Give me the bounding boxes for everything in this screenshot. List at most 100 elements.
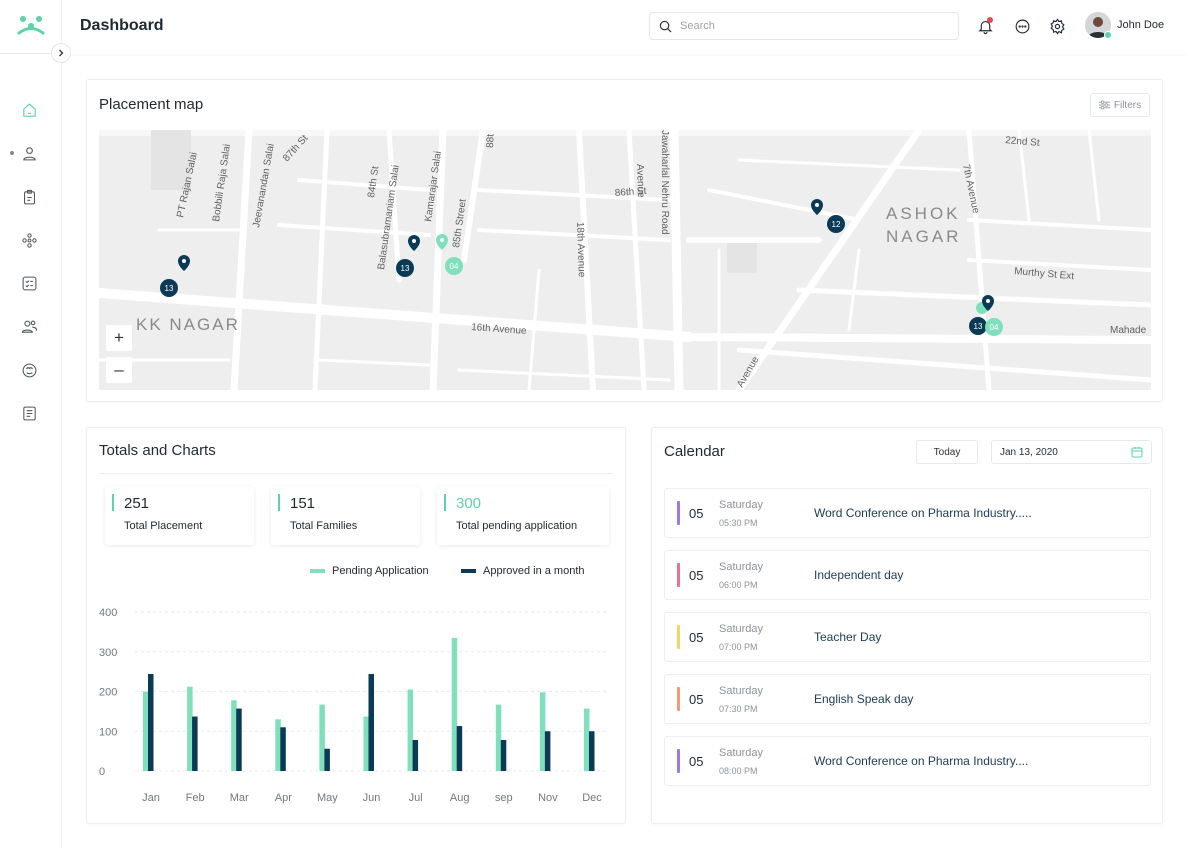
- calendar-event[interactable]: 05 Saturday 05:30 PM Word Conference on …: [664, 488, 1151, 538]
- y-tick-label: 200: [99, 687, 117, 699]
- sidebar-divider: [0, 53, 52, 54]
- marker-count: 04: [990, 323, 999, 332]
- sidebar-item-families[interactable]: [20, 317, 38, 335]
- settings-button[interactable]: [1047, 16, 1067, 36]
- event-day: 05: [689, 506, 704, 521]
- zoom-out-button[interactable]: –: [106, 357, 132, 383]
- bar-approved: [456, 726, 463, 771]
- sidebar-item-home[interactable]: [20, 101, 38, 119]
- stat-total-placement: 251 Total Placement: [105, 487, 254, 545]
- search-box[interactable]: [649, 12, 959, 40]
- map-marker[interactable]: 04: [985, 318, 1003, 336]
- today-button[interactable]: Today: [916, 440, 978, 464]
- map-marker[interactable]: 04: [436, 234, 463, 275]
- bar-pending: [407, 689, 414, 771]
- area-label-nagar: NAGAR: [886, 227, 961, 246]
- map-streets: KK NAGAR ASHOK NAGAR PT Rajan Salai Bobb…: [99, 130, 1151, 390]
- calendar-icon[interactable]: [1131, 446, 1143, 458]
- filters-label: Filters: [1113, 99, 1142, 111]
- map-marker[interactable]: 12: [811, 199, 845, 233]
- calendar-event[interactable]: 05 Saturday 07:00 PM Teacher Day: [664, 612, 1151, 662]
- event-time: 05:30 PM: [719, 518, 758, 528]
- street-label: Murthy St Ext: [1014, 266, 1075, 282]
- x-tick-label: Apr: [275, 792, 292, 804]
- app-logo[interactable]: [17, 14, 45, 38]
- document-icon: [22, 406, 36, 420]
- placement-map-card: Placement map Filters: [86, 79, 1163, 402]
- checklist-icon: [22, 276, 36, 290]
- calendar-event[interactable]: 05 Saturday 08:00 PM Word Conference on …: [664, 736, 1151, 786]
- calendar-title: Calendar: [664, 443, 725, 460]
- stat-value: 300: [456, 495, 482, 512]
- search-icon: [659, 20, 672, 33]
- online-status-dot: [1104, 31, 1112, 39]
- x-tick-label: Jul: [409, 792, 423, 804]
- event-color-stripe: [677, 625, 680, 649]
- x-tick-label: Feb: [186, 792, 205, 804]
- sidebar-item-support[interactable]: [20, 361, 38, 379]
- area-label-kk-nagar: KK NAGAR: [136, 315, 240, 334]
- chat-icon: [1015, 19, 1029, 33]
- sidebar-item-checklist[interactable]: [20, 274, 38, 292]
- bar-pending: [231, 700, 237, 771]
- bar-pending: [143, 691, 149, 771]
- messages-button[interactable]: [1012, 16, 1032, 36]
- calendar-event[interactable]: 05 Saturday 07:30 PM English Speak day: [664, 674, 1151, 724]
- event-time: 07:00 PM: [719, 642, 758, 652]
- map-marker[interactable]: 13: [969, 295, 994, 335]
- notifications-button[interactable]: [975, 16, 995, 36]
- x-tick-label: Jan: [142, 792, 160, 804]
- page-title: Dashboard: [80, 17, 164, 34]
- search-input[interactable]: [680, 18, 940, 34]
- x-tick-label: Dec: [582, 792, 602, 804]
- event-weekday: Saturday: [719, 685, 764, 697]
- date-picker[interactable]: Jan 13, 2020: [991, 440, 1152, 464]
- event-day: 05: [689, 630, 704, 645]
- bar-pending: [495, 704, 502, 771]
- bar-approved: [148, 674, 154, 771]
- legend-swatch: [310, 569, 325, 573]
- street-label: Jawaharlal Nehru Road: [659, 130, 670, 235]
- marker-count: 04: [450, 262, 459, 271]
- event-time: 06:00 PM: [719, 580, 758, 590]
- avatar[interactable]: [1085, 12, 1111, 38]
- event-color-stripe: [677, 749, 680, 773]
- event-title: Word Conference on Pharma Industry.....: [814, 506, 1032, 520]
- placement-map-title: Placement map: [99, 96, 204, 113]
- event-title: English Speak day: [814, 692, 914, 706]
- stat-total-pending: 300 Total pending application: [437, 487, 609, 545]
- x-tick-label: Nov: [538, 792, 558, 804]
- support-icon: [22, 363, 36, 377]
- sidebar-item-network[interactable]: [20, 231, 38, 249]
- sidebar-item-reports[interactable]: [20, 404, 38, 422]
- stat-total-families: 151 Total Families: [271, 487, 420, 545]
- user-name[interactable]: John Doe: [1117, 19, 1165, 31]
- x-tick-label: Jun: [363, 792, 381, 804]
- map-marker[interactable]: 13: [396, 235, 420, 277]
- clipboard-icon: [23, 189, 35, 204]
- sidebar-collapse-button[interactable]: [51, 43, 71, 63]
- x-tick-label: sep: [495, 792, 513, 804]
- legend-label: Pending Application: [332, 565, 429, 577]
- map-marker[interactable]: 13: [160, 255, 190, 297]
- chart-legend-pending: Pending Application: [310, 565, 429, 577]
- stat-label: Total Placement: [124, 520, 203, 532]
- event-color-stripe: [677, 563, 680, 587]
- street-label: Avenue: [634, 164, 646, 199]
- calendar-event[interactable]: 05 Saturday 06:00 PM Independent day: [664, 550, 1151, 600]
- filters-button[interactable]: Filters: [1090, 93, 1150, 117]
- stat-label: Total pending application: [456, 520, 578, 532]
- x-tick-label: Mar: [230, 792, 249, 804]
- map-view[interactable]: KK NAGAR ASHOK NAGAR PT Rajan Salai Bobb…: [99, 130, 1151, 390]
- sidebar-item-tasks[interactable]: [20, 188, 38, 206]
- sidebar-item-profile[interactable]: [20, 144, 38, 162]
- bar-approved: [236, 708, 242, 771]
- zoom-in-button[interactable]: +: [106, 325, 132, 351]
- chart-legend-approved: Approved in a month: [461, 565, 585, 577]
- bar-pending: [275, 719, 281, 771]
- event-day: 05: [689, 754, 704, 769]
- event-day: 05: [689, 568, 704, 583]
- date-value: Jan 13, 2020: [1000, 447, 1058, 458]
- bar-pending: [363, 716, 369, 771]
- home-icon: [22, 102, 36, 117]
